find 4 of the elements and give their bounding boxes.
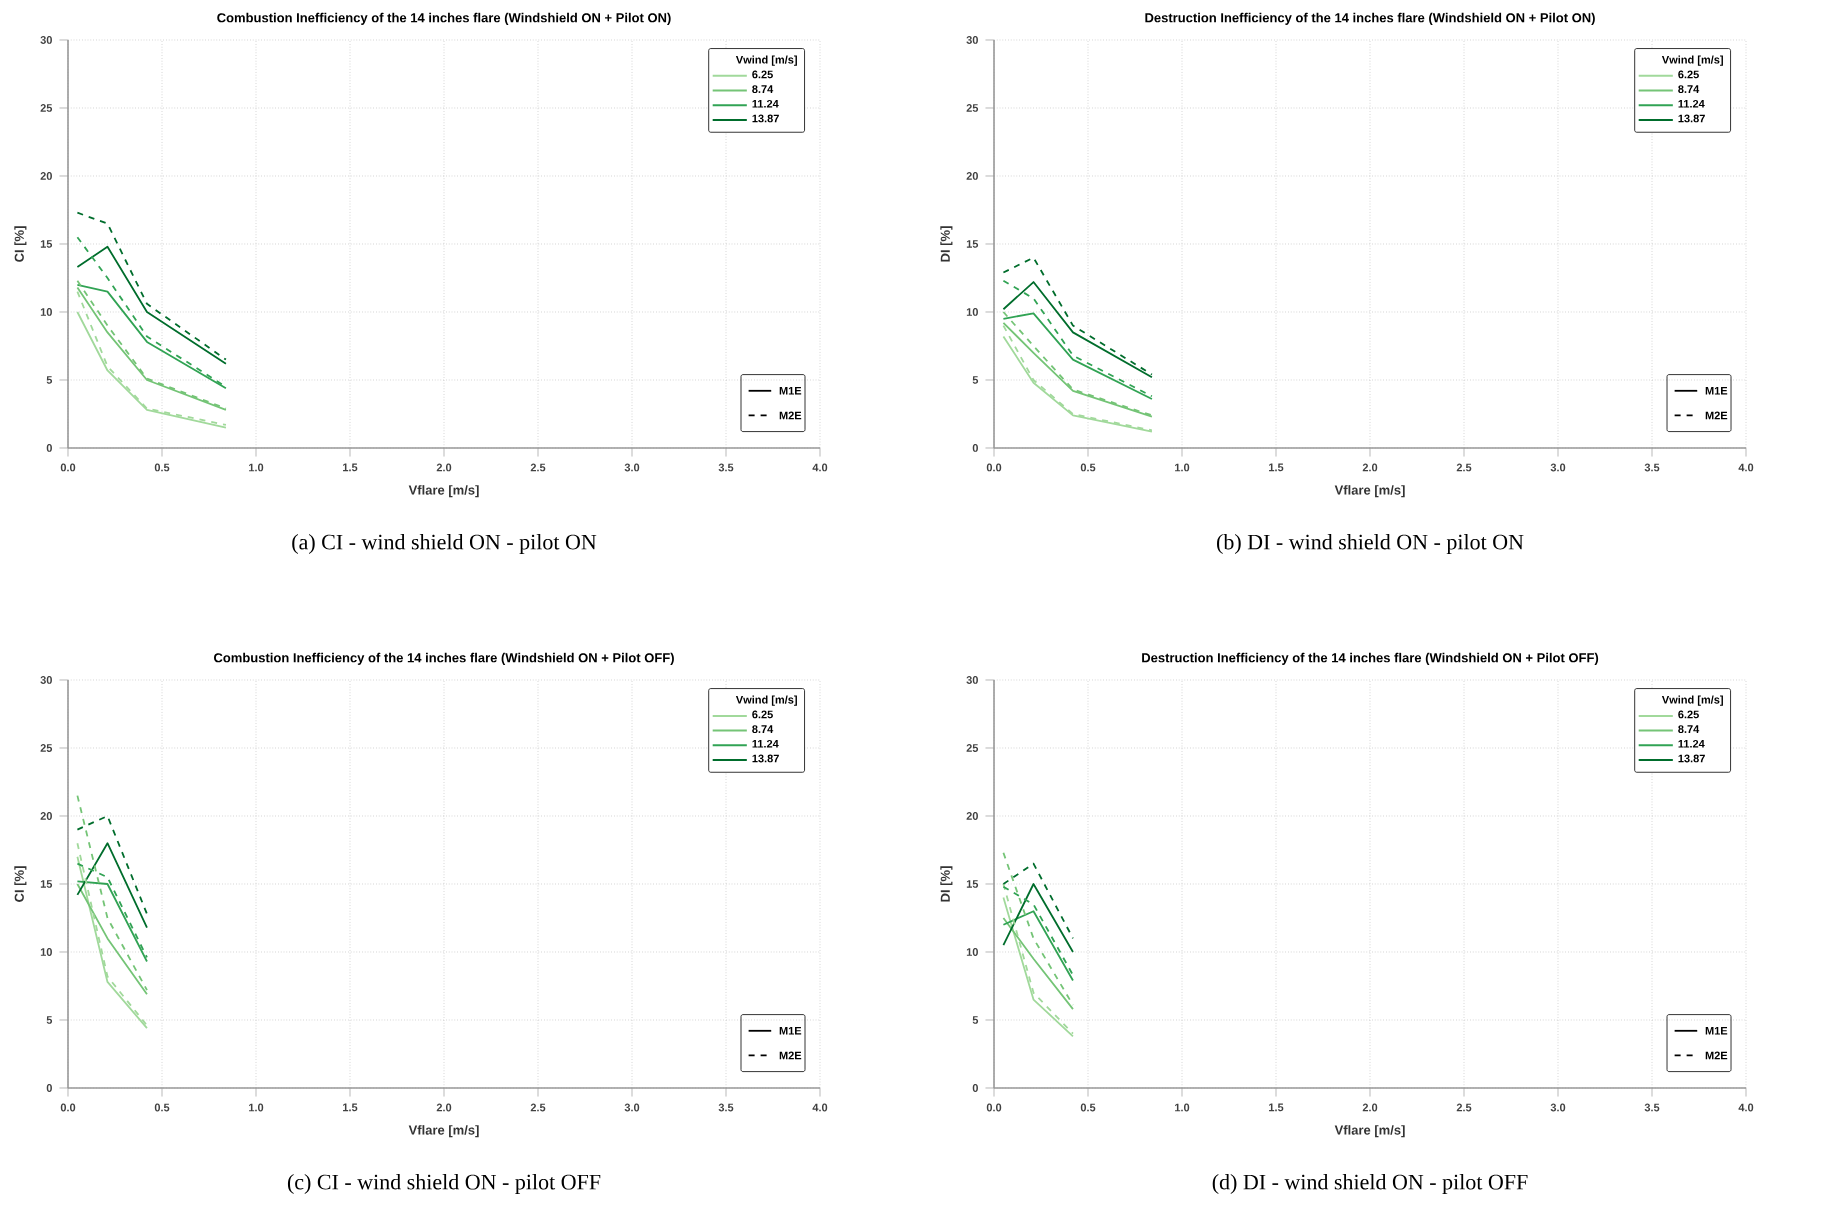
text: (b) DI - wind shield ON - pilot ON — [1217, 534, 1524, 554]
text: (c) CI - wind shield ON - pilot OFF — [287, 1174, 601, 1194]
text: (a) CI - wind shield ON - pilot ON — [292, 534, 597, 554]
text: (d) DI - wind shield ON - pilot OFF — [1212, 1174, 1528, 1194]
